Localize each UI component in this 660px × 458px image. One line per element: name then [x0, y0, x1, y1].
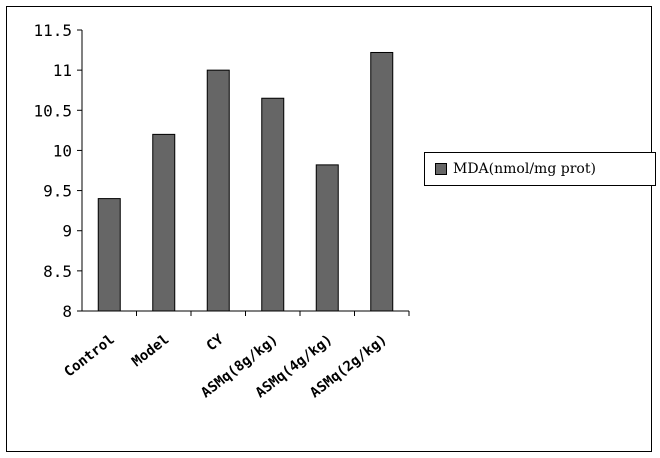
y-tick-label: 11.5	[33, 21, 72, 40]
bar	[370, 51, 394, 312]
y-tick-label: 11	[53, 61, 72, 80]
x-category-label: CY	[204, 331, 228, 354]
legend: MDA(nmol/mg prot)	[424, 152, 656, 186]
legend-swatch	[435, 163, 447, 175]
legend-label: MDA(nmol/mg prot)	[453, 161, 596, 177]
axes	[81, 30, 409, 312]
x-category-label: Model	[129, 332, 172, 371]
y-tick-label: 10	[53, 141, 72, 160]
y-tick-label: 8	[62, 302, 72, 321]
x-category-label: Control	[61, 332, 117, 381]
bar	[261, 97, 285, 312]
bar	[152, 133, 176, 312]
y-tick-label: 9.5	[43, 182, 72, 201]
bar	[315, 164, 339, 312]
y-tick-label: 8.5	[43, 262, 72, 281]
bar	[97, 198, 121, 312]
y-tick-label: 10.5	[33, 101, 72, 120]
y-tick-label: 9	[62, 222, 72, 241]
bar	[206, 69, 230, 312]
